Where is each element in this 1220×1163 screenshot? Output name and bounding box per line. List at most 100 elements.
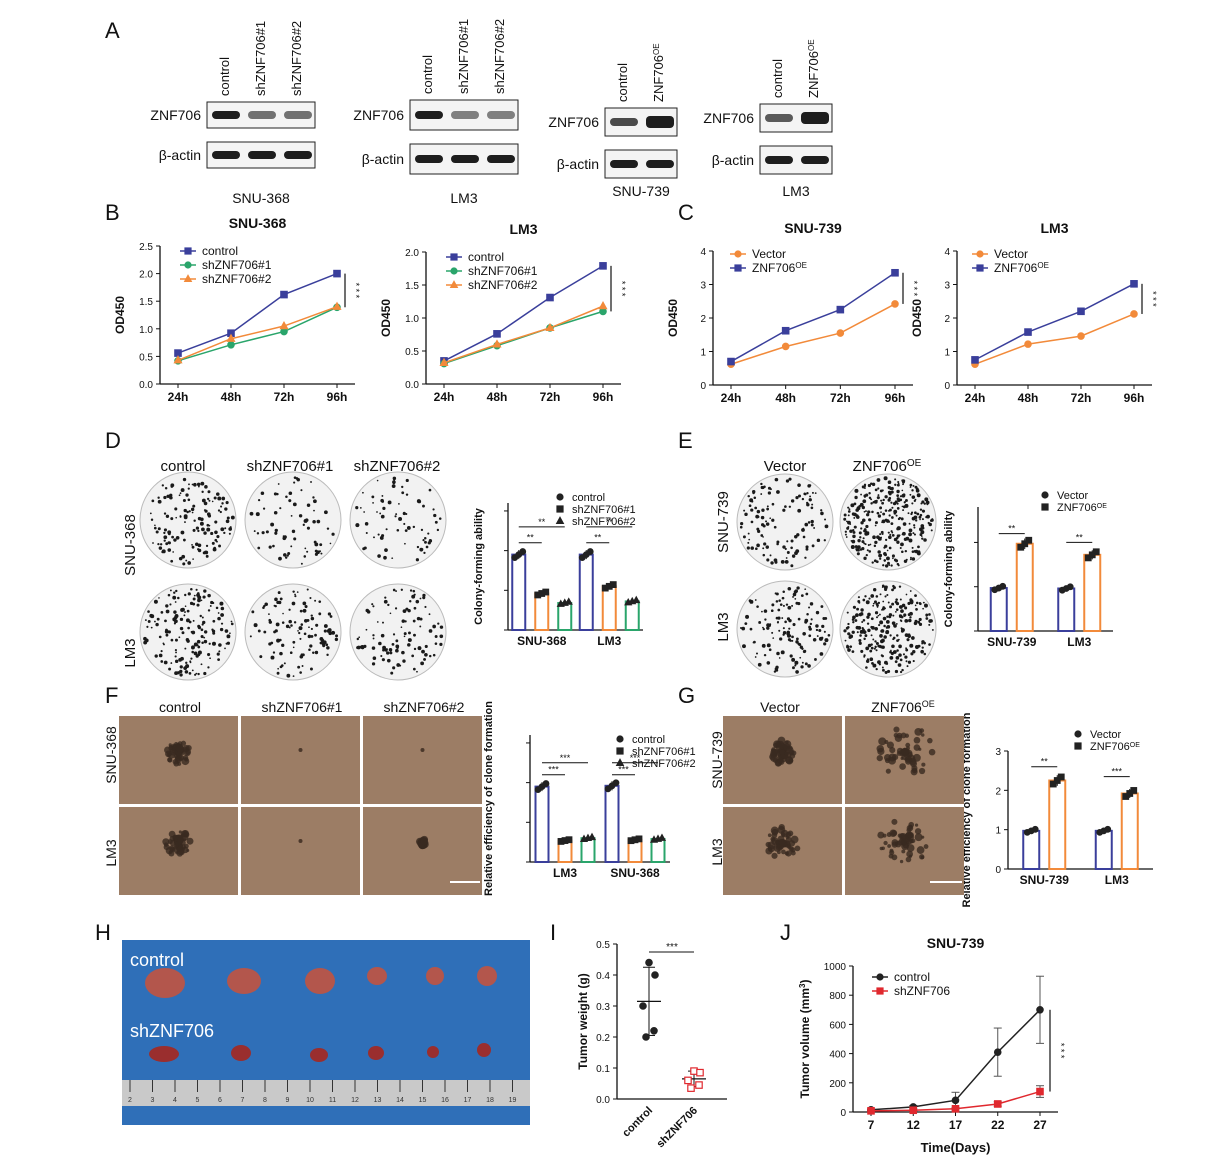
colony-dot bbox=[321, 641, 326, 646]
blot-band bbox=[415, 111, 443, 119]
colony-dot bbox=[313, 499, 317, 504]
tumor bbox=[426, 967, 444, 985]
legend-marker bbox=[615, 758, 625, 767]
colony-dot bbox=[186, 609, 190, 613]
y-tick-label: 1000 bbox=[824, 962, 847, 973]
colony-dot bbox=[396, 646, 399, 650]
colony-dot bbox=[884, 595, 887, 598]
colony-dot bbox=[882, 564, 885, 567]
colony-dot bbox=[768, 648, 772, 652]
x-tick-label: shZNF706 bbox=[654, 1105, 700, 1151]
colony-dot bbox=[875, 642, 879, 646]
colony-dot bbox=[892, 614, 895, 617]
data-point bbox=[951, 1104, 960, 1113]
x-tick-label: SNU-368 bbox=[517, 634, 567, 648]
colony-dot bbox=[195, 526, 200, 530]
colony-dot bbox=[852, 534, 856, 539]
colony-dot bbox=[894, 483, 897, 486]
colony-dot bbox=[916, 493, 921, 498]
tumor bbox=[427, 1046, 439, 1058]
data-point bbox=[1077, 307, 1085, 316]
colony-dot bbox=[802, 527, 805, 530]
colony-dot bbox=[873, 500, 878, 504]
colony-dot bbox=[914, 594, 917, 598]
colony-dot bbox=[888, 520, 891, 523]
colony-dot bbox=[186, 510, 189, 514]
x-tick-label: control bbox=[620, 1105, 655, 1140]
colony-dot bbox=[178, 556, 183, 561]
colony-dot bbox=[792, 594, 795, 596]
x-tick-label: 72h bbox=[274, 390, 295, 404]
colony-dot bbox=[868, 518, 872, 522]
colony-dot bbox=[887, 601, 890, 604]
colony-dot bbox=[291, 529, 296, 534]
colony-dot bbox=[434, 520, 438, 524]
colony-dot bbox=[872, 535, 876, 540]
colony-blob bbox=[889, 747, 896, 754]
colony-dot bbox=[869, 657, 874, 662]
colony-dot bbox=[381, 658, 385, 662]
colony-dot bbox=[874, 488, 878, 492]
agar-image bbox=[241, 807, 360, 895]
colony-dot bbox=[797, 494, 801, 498]
data-point bbox=[587, 832, 597, 841]
colony-dot bbox=[151, 499, 155, 503]
colony-dot bbox=[750, 508, 754, 512]
colony-dot bbox=[268, 613, 270, 616]
panel-letter-E: E bbox=[678, 428, 693, 453]
colony-dot bbox=[432, 653, 436, 657]
colony-plate bbox=[139, 471, 237, 569]
colony-dot bbox=[770, 561, 774, 565]
colony-dot bbox=[865, 659, 870, 663]
colony-dot bbox=[791, 639, 794, 642]
colony-dot bbox=[290, 514, 293, 517]
colony-dot bbox=[216, 540, 218, 543]
colony-dot bbox=[858, 601, 861, 604]
data-point bbox=[332, 301, 342, 310]
colony-dot bbox=[756, 605, 759, 608]
colony-dot bbox=[897, 638, 900, 641]
y-tick-label: 4 bbox=[944, 247, 950, 258]
colony-dot bbox=[915, 519, 918, 522]
colony-dot bbox=[412, 525, 416, 529]
colony-dot bbox=[781, 596, 785, 600]
colony-dot bbox=[860, 649, 864, 653]
colony-dot bbox=[769, 623, 772, 626]
colony-dot bbox=[412, 619, 416, 623]
colony-dot bbox=[896, 526, 901, 531]
colony-dot bbox=[856, 552, 860, 556]
colony-dot bbox=[401, 650, 405, 655]
x-tick-label: 17 bbox=[949, 1118, 963, 1132]
colony-dot bbox=[887, 498, 891, 502]
data-point bbox=[951, 1096, 960, 1105]
colony-dot bbox=[428, 539, 432, 543]
legend-label: Vector bbox=[752, 247, 786, 261]
colony-dot bbox=[923, 538, 927, 542]
colony-dot bbox=[179, 673, 183, 677]
colony-dot bbox=[872, 501, 875, 504]
colony-dot bbox=[160, 610, 164, 614]
colony-dot bbox=[301, 653, 305, 657]
significance-label: *** bbox=[630, 753, 641, 763]
colony-dot bbox=[163, 539, 166, 542]
colony-dot bbox=[219, 627, 224, 632]
colony-dot bbox=[871, 662, 874, 665]
data-point bbox=[1057, 773, 1065, 781]
colony-dot bbox=[314, 599, 317, 602]
colony-dot bbox=[902, 509, 905, 512]
colony-dot bbox=[927, 521, 930, 525]
colony-dot bbox=[907, 613, 911, 617]
colony-blob bbox=[877, 747, 885, 756]
colony-dot bbox=[778, 657, 781, 659]
blot-row-label: ZNF706 bbox=[353, 107, 404, 123]
colony-dot bbox=[880, 639, 884, 644]
data-point bbox=[1066, 583, 1074, 591]
colony-dot bbox=[785, 603, 789, 606]
colony-dot bbox=[371, 603, 374, 606]
colony-dot bbox=[891, 533, 895, 537]
colony-blob bbox=[784, 841, 791, 848]
colony-dot bbox=[863, 654, 866, 657]
colony-dot bbox=[407, 609, 411, 613]
colony-blob bbox=[897, 839, 903, 846]
data-point bbox=[1130, 280, 1138, 288]
